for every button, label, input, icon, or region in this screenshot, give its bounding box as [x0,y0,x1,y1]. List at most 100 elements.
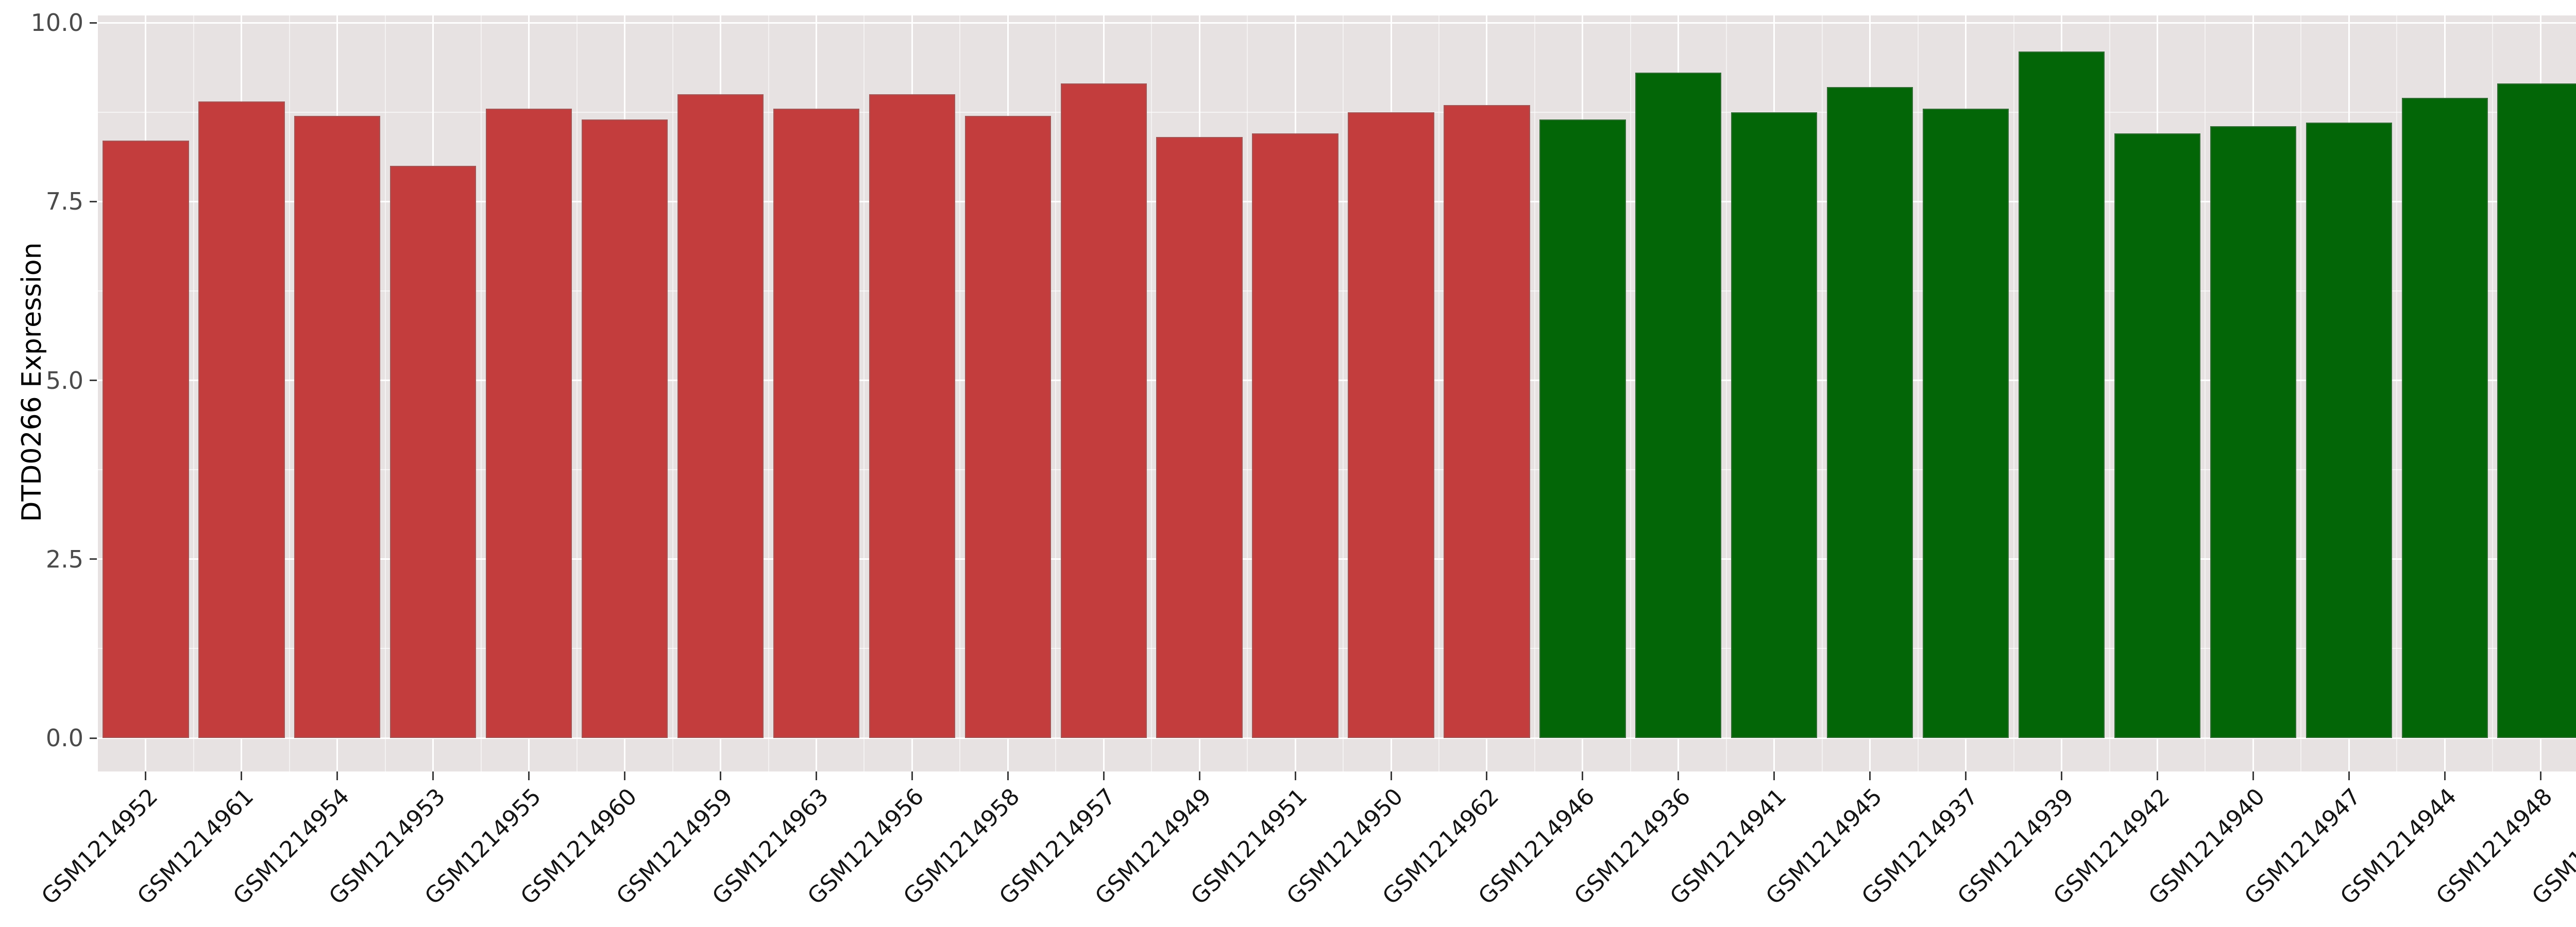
x-tick-mark [1294,771,1296,780]
bar-slot [1343,15,1439,771]
bar [2306,123,2392,738]
bar-slot [1917,15,2014,771]
bar [773,108,860,738]
minor-vertical-gridline [1055,15,1057,771]
bar-slot [1630,15,1726,771]
minor-vertical-gridline [1151,15,1153,771]
bar-slot [1534,15,1631,771]
bar-slot [959,15,1056,771]
bar [1156,137,1243,738]
bar-slot [1725,15,1822,771]
bar [964,115,1051,738]
bar [198,101,285,738]
y-tick-mark [90,200,97,202]
x-tick-mark [1582,771,1584,780]
bar-slot [2013,15,2110,771]
minor-vertical-gridline [2396,15,2398,771]
x-tick-mark [528,771,530,780]
x-tick-mark [2061,771,2063,780]
minor-vertical-gridline [480,15,482,771]
x-tick-mark [1198,771,1200,780]
bar-slot [863,15,960,771]
x-tick-mark [1677,771,1680,780]
bar [485,108,572,738]
bar-slot [1438,15,1535,771]
x-tick-mark [911,771,913,780]
minor-vertical-gridline [2013,15,2014,771]
x-tick-mark [2252,771,2254,780]
minor-vertical-gridline [289,15,290,771]
x-tick-mark [815,771,817,780]
bar [2018,51,2105,738]
bar [2401,97,2488,738]
minor-vertical-gridline [959,15,961,771]
minor-vertical-gridline [1247,15,1248,771]
x-tick-mark [1773,771,1775,780]
bar-slot [1151,15,1247,771]
y-tick-label: 2.5 [45,545,83,573]
minor-vertical-gridline [2492,15,2494,771]
bar [2210,126,2297,738]
x-tick-mark [2539,771,2541,780]
minor-vertical-gridline [1821,15,1823,771]
minor-vertical-gridline [1725,15,1727,771]
x-tick-mark [720,771,722,780]
minor-vertical-gridline [384,15,386,771]
bar-slot [193,15,290,771]
bar [1635,73,1722,738]
minor-vertical-gridline [768,15,769,771]
plot-area [98,15,2576,771]
bar-slot [768,15,865,771]
bar [1731,112,1818,738]
bar [1539,119,1626,738]
y-tick-label: 7.5 [45,187,83,216]
x-tick-mark [624,771,626,780]
bar-slot [576,15,673,771]
y-tick-label: 0.0 [45,724,83,752]
bar [1826,87,1913,738]
x-tick-mark [1390,771,1392,780]
minor-vertical-gridline [2109,15,2110,771]
bar [2497,83,2576,738]
minor-vertical-gridline [193,15,194,771]
bar-slot [98,15,194,771]
bar [390,165,477,738]
x-tick-mark [145,771,147,780]
minor-vertical-gridline [2205,15,2206,771]
bar-slot [2205,15,2301,771]
bar [1922,108,2009,738]
y-tick-label: 10.0 [30,9,83,37]
bar-slot [2396,15,2493,771]
bar-slot [1055,15,1151,771]
bar-slot [480,15,577,771]
bar-slot [2492,15,2576,771]
bar-slot [672,15,769,771]
minor-vertical-gridline [2300,15,2302,771]
bar [1252,133,1338,738]
major-gridline [98,22,2576,24]
y-tick-mark [90,380,97,381]
major-gridline [98,737,2576,739]
bar [1060,83,1147,738]
bar [1348,112,1434,738]
bar [677,94,764,738]
y-tick-mark [90,22,97,24]
bar-slot [384,15,481,771]
x-tick-mark [2348,771,2350,780]
y-tick-mark [90,737,97,739]
bar-slot [2300,15,2397,771]
bar [869,94,956,738]
minor-vertical-gridline [1917,15,1919,771]
minor-vertical-gridline [1438,15,1439,771]
bar [581,119,668,738]
x-tick-mark [2156,771,2158,780]
x-tick-mark [1869,771,1871,780]
bar-slot [1821,15,1918,771]
minor-vertical-gridline [1534,15,1535,771]
bar [294,115,381,738]
x-tick-mark [241,771,243,780]
bar [1444,105,1530,738]
bar-slot [289,15,385,771]
x-tick-mark [1103,771,1105,780]
